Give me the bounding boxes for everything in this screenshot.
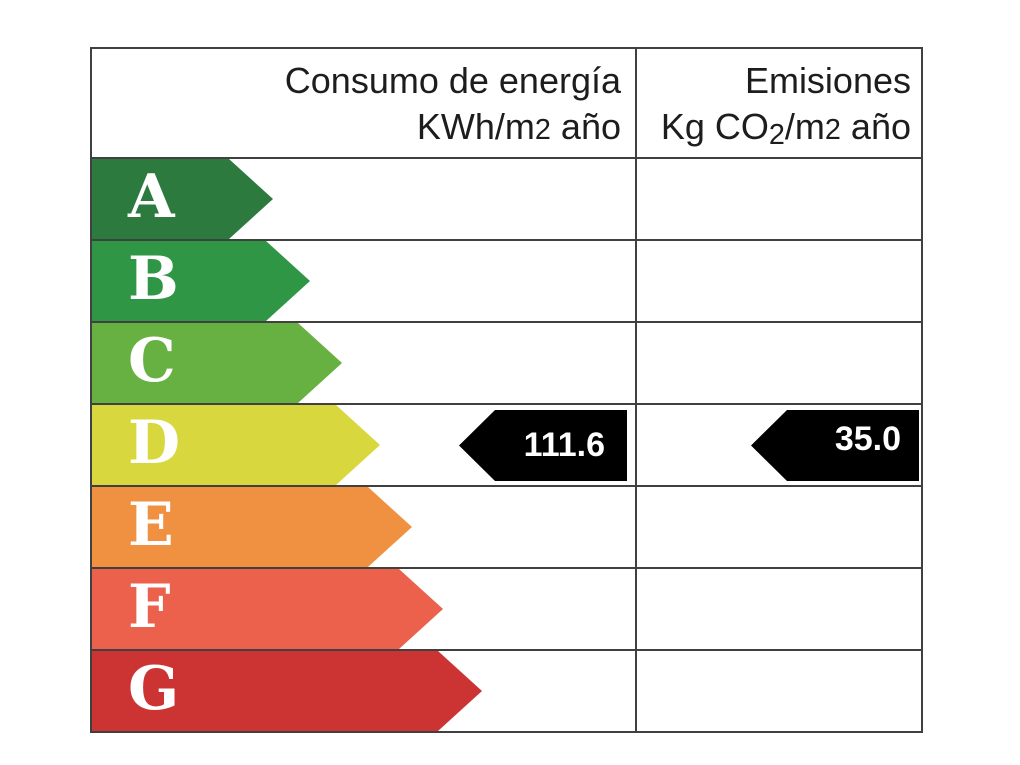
consumption-indicator-arrow: 111.6 <box>459 410 627 481</box>
grade-row-a: A <box>92 157 921 239</box>
grade-arrow: C <box>92 323 342 403</box>
emissions-header-line2: Kg CO2/m2 año <box>660 106 911 152</box>
consumption-column-header: Consumo de energía KWh/m2 año <box>92 49 637 157</box>
grade-letter: A <box>128 162 175 232</box>
grade-letter: E <box>128 490 174 560</box>
consumption-value: 111.6 <box>523 426 605 464</box>
grade-arrow: B <box>92 241 310 321</box>
grade-arrow: E <box>92 487 412 567</box>
header-row: Consumo de energía KWh/m2 año Emisiones … <box>92 49 921 157</box>
grade-arrow: D <box>92 405 380 485</box>
consumption-header-line2: KWh/m2 año <box>416 106 621 147</box>
emissions-indicator-arrow: 35.0 <box>751 410 919 481</box>
grade-letter: B <box>128 244 179 314</box>
grade-letter: C <box>128 326 176 396</box>
emissions-header-line1: Emisiones <box>744 60 911 101</box>
grade-letter: D <box>128 408 181 478</box>
grade-arrow: A <box>92 159 273 239</box>
grade-arrow: F <box>92 569 443 649</box>
column-divider <box>635 49 637 731</box>
grade-row-f: F <box>92 567 921 649</box>
grade-letter: F <box>128 572 171 642</box>
energy-efficiency-label: Consumo de energía KWh/m2 año Emisiones … <box>90 47 923 733</box>
emissions-column-header: Emisiones Kg CO2/m2 año <box>637 49 921 157</box>
grade-row-e: E <box>92 485 921 567</box>
grade-arrow: G <box>92 651 482 731</box>
grade-row-g: G <box>92 649 921 731</box>
consumption-header-line1: Consumo de energía <box>284 60 621 101</box>
grade-row-d: D 111.6 35.0 <box>92 403 921 485</box>
grade-row-b: B <box>92 239 921 321</box>
emissions-value: 35.0 <box>834 420 901 458</box>
grade-row-c: C <box>92 321 921 403</box>
grade-letter: G <box>128 654 180 724</box>
